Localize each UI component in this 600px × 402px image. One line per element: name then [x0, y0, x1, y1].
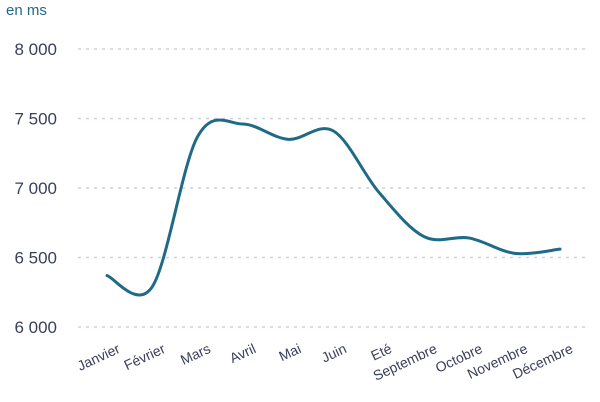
data-point [422, 235, 426, 238]
x-tick-label: Mars [178, 340, 213, 368]
data-point [558, 247, 562, 251]
data-point [105, 274, 109, 277]
data-point [287, 138, 290, 141]
data-point [377, 190, 380, 194]
y-tick-label: 6 500 [14, 249, 57, 268]
data-point [468, 236, 471, 240]
data-point [196, 135, 199, 138]
y-tick-label: 6 000 [14, 318, 57, 337]
series-layer [105, 118, 562, 297]
x-tick-label: Juin [319, 340, 349, 365]
x-tick-label: Avril [227, 340, 258, 366]
unit-label: en ms [6, 2, 47, 19]
x-tick-label: Janvier [75, 340, 123, 374]
y-tick-label: 8 000 [14, 40, 57, 59]
series-line [105, 118, 562, 297]
y-tick-label: 7 500 [14, 110, 57, 129]
data-point [332, 129, 335, 133]
grid-layer [78, 48, 590, 328]
x-tick-label: Février [121, 340, 168, 373]
x-tick-label: Mai [276, 340, 303, 364]
x-axis: Janvier Février Mars Avril Mai Juin EtéSeptemb… [75, 340, 576, 384]
y-axis: 6 000 6 500 7 000 7 500 8 000 [14, 40, 57, 337]
y-tick-label: 7 000 [14, 179, 57, 198]
data-point [513, 252, 516, 255]
data-point [241, 122, 245, 126]
data-point [151, 285, 154, 288]
